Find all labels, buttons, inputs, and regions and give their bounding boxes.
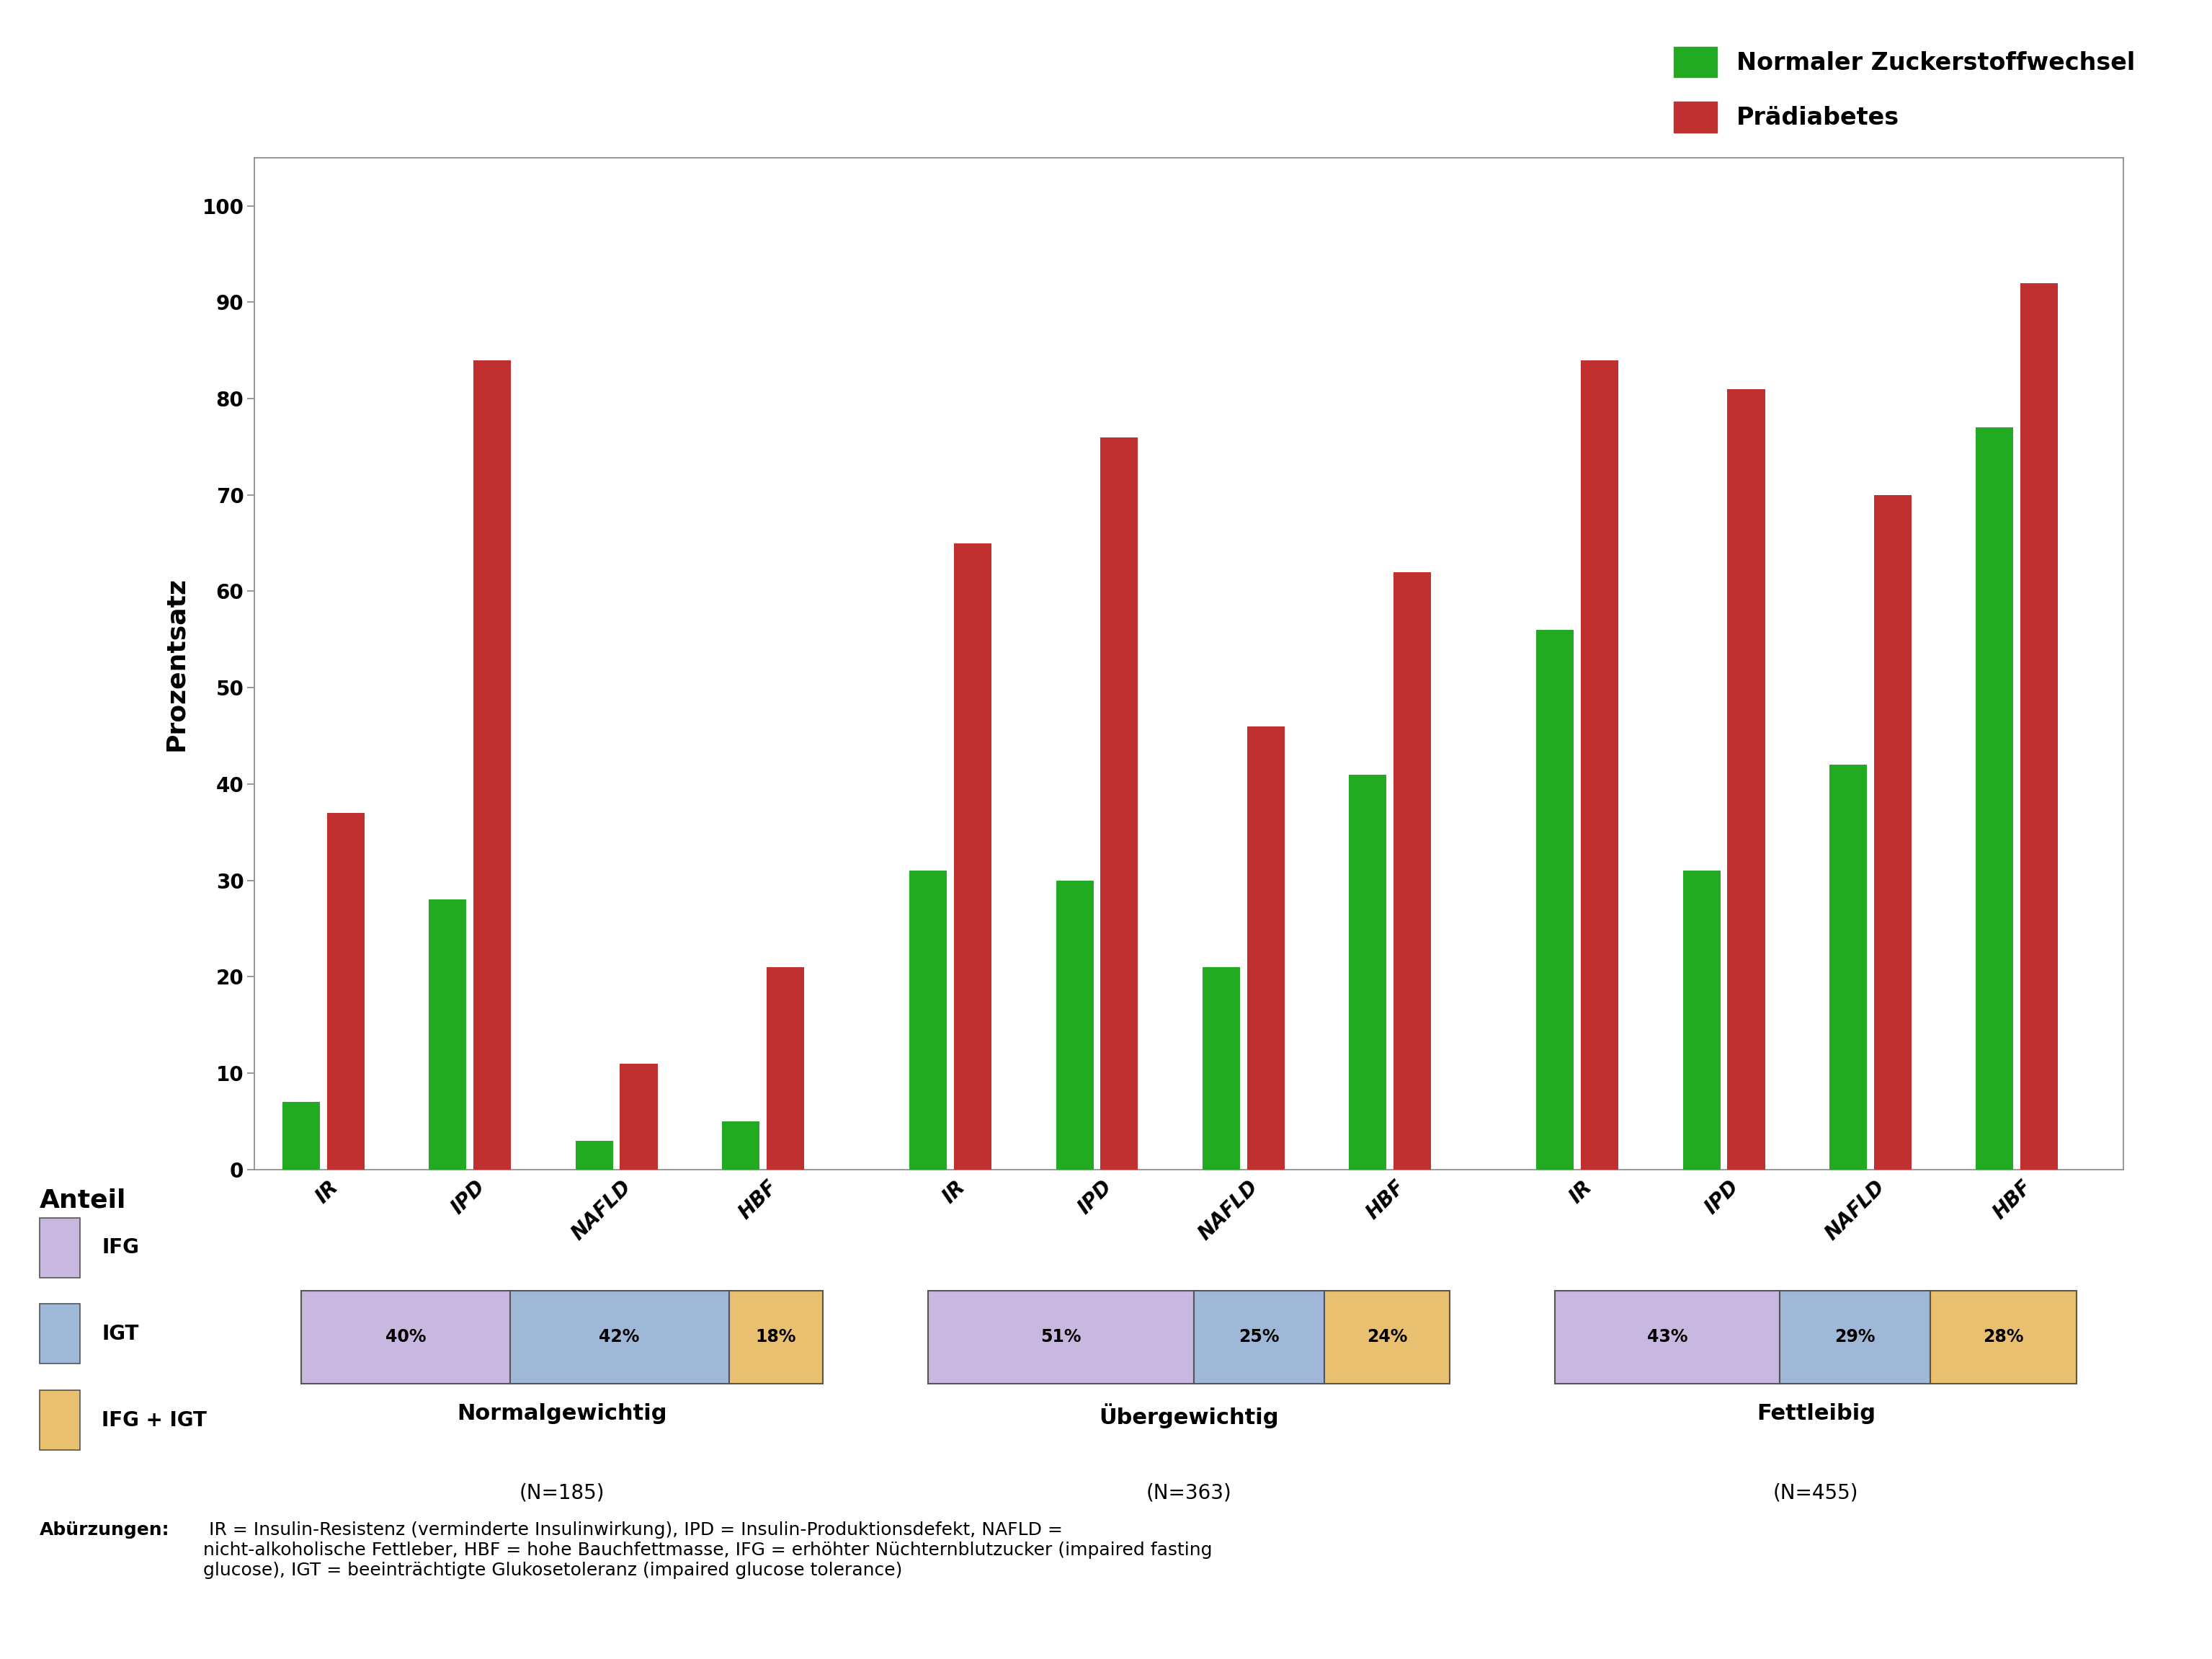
Text: IR = Insulin-Resistenz (verminderte Insulinwirkung), IPD = Insulin-Produktionsde: IR = Insulin-Resistenz (verminderte Insu… [204,1521,1212,1579]
FancyBboxPatch shape [1325,1291,1449,1384]
Text: (N=363): (N=363) [1146,1483,1232,1503]
Text: 29%: 29% [1834,1329,1876,1345]
Bar [1975,428,2013,1170]
Bar [575,1141,613,1170]
FancyBboxPatch shape [301,1291,509,1384]
Text: 28%: 28% [1984,1329,2024,1345]
Text: IFG: IFG [102,1238,139,1258]
Bar [1874,494,1911,1170]
Bar [327,813,365,1170]
Bar [1248,727,1285,1170]
FancyBboxPatch shape [40,1390,80,1450]
Bar [1582,360,1619,1170]
Bar [1829,765,1867,1170]
Bar [1537,630,1575,1170]
Text: 43%: 43% [1648,1329,1688,1345]
Bar [283,1102,321,1170]
Bar [1102,436,1137,1170]
Bar [1683,871,1721,1170]
Text: Normalgewichtig: Normalgewichtig [458,1404,668,1425]
Text: 40%: 40% [385,1329,427,1345]
FancyBboxPatch shape [40,1304,80,1364]
FancyBboxPatch shape [1194,1291,1325,1384]
Y-axis label: Prozentsatz: Prozentsatz [164,576,188,752]
Bar [2020,284,2057,1170]
Bar [1203,967,1241,1170]
Bar [768,967,803,1170]
Bar [1728,388,1765,1170]
Text: Abürzungen:: Abürzungen: [40,1521,170,1540]
Text: Anteil: Anteil [40,1188,126,1213]
FancyBboxPatch shape [1778,1291,1931,1384]
Bar [619,1063,657,1170]
Bar [953,542,991,1170]
Text: (N=455): (N=455) [1774,1483,1858,1503]
Text: 51%: 51% [1042,1329,1082,1345]
FancyBboxPatch shape [1931,1291,2077,1384]
Text: Übergewichtig: Übergewichtig [1099,1404,1279,1428]
Bar [909,871,947,1170]
Text: 42%: 42% [599,1329,639,1345]
Bar [1055,881,1093,1170]
FancyBboxPatch shape [40,1218,80,1277]
Bar [473,360,511,1170]
Text: IGT: IGT [102,1324,139,1344]
Bar [721,1121,759,1170]
FancyBboxPatch shape [1555,1291,1778,1384]
FancyBboxPatch shape [929,1291,1194,1384]
Text: IFG + IGT: IFG + IGT [102,1410,208,1430]
Text: 18%: 18% [757,1329,796,1345]
FancyBboxPatch shape [730,1291,823,1384]
Text: 25%: 25% [1239,1329,1281,1345]
Text: Fettleibig: Fettleibig [1756,1404,1876,1425]
Bar [1349,775,1387,1170]
Legend: Normaler Zuckerstoffwechsel, Prädiabetes: Normaler Zuckerstoffwechsel, Prädiabetes [1663,36,2146,143]
Text: (N=185): (N=185) [520,1483,604,1503]
Bar [429,899,467,1170]
Bar [1394,572,1431,1170]
Text: 24%: 24% [1367,1329,1407,1345]
FancyBboxPatch shape [509,1291,730,1384]
